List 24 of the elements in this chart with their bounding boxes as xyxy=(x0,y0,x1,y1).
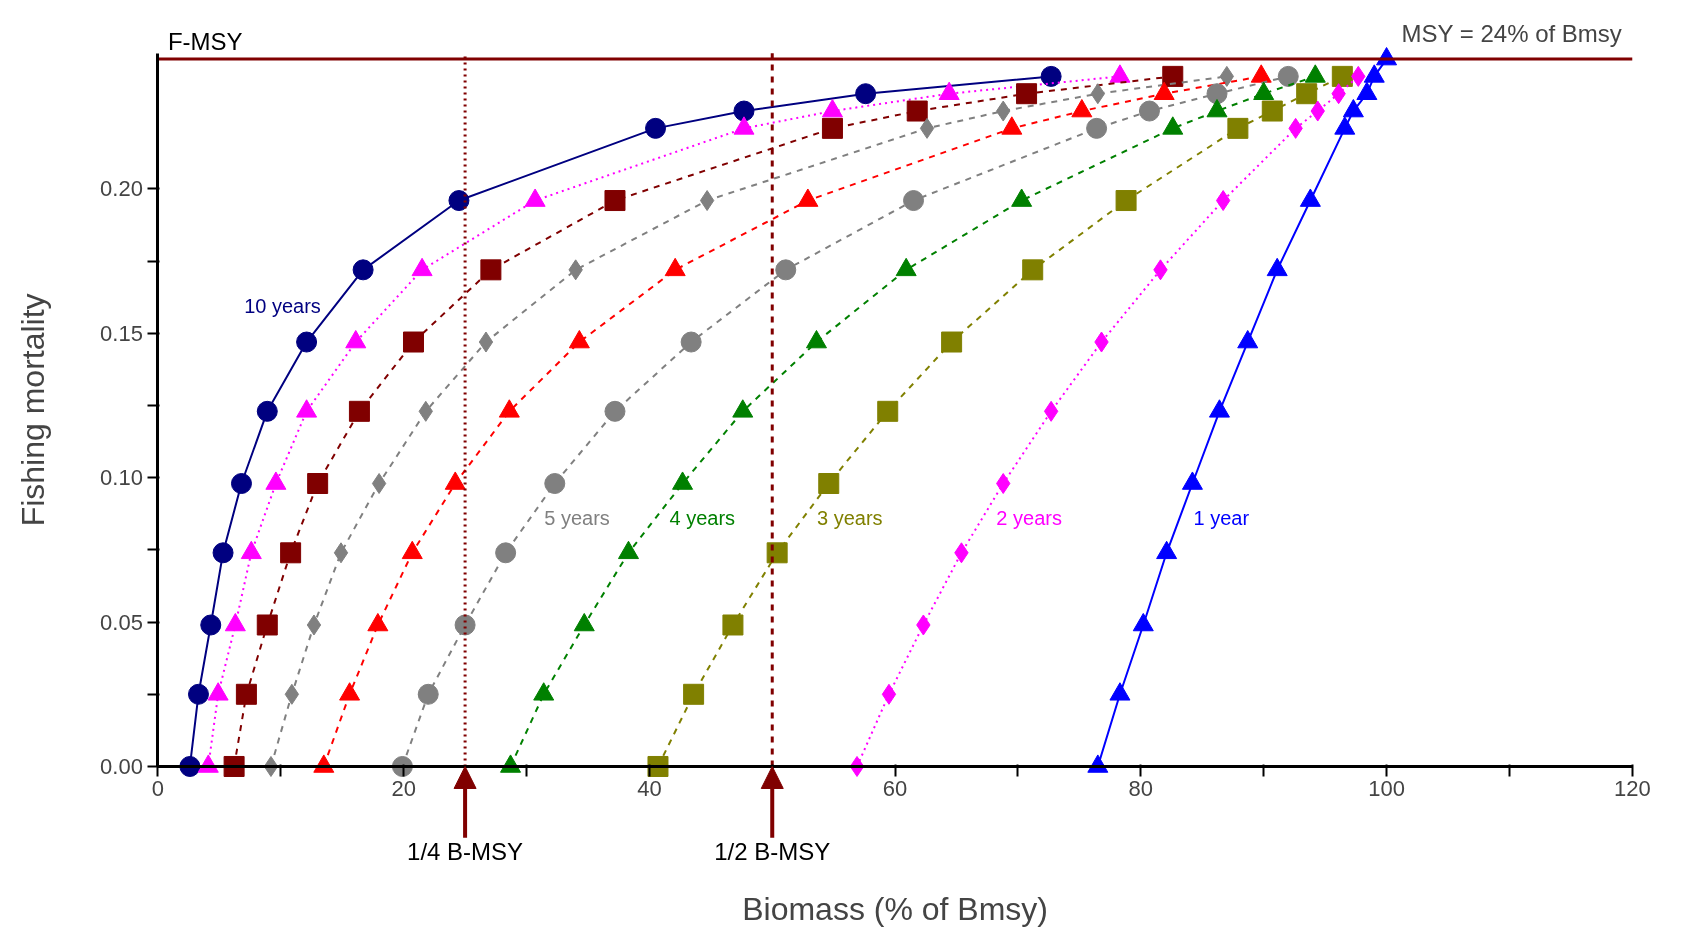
x-tick-label: 100 xyxy=(1368,776,1405,802)
y-tick-label: 0.15 xyxy=(100,320,143,346)
ref-line-label: 1/4 B-MSY xyxy=(407,837,524,865)
x-tick-label: 120 xyxy=(1613,776,1651,802)
text: MSY = 24% of Bmsy xyxy=(1401,20,1622,48)
y-tick-label: 0.20 xyxy=(100,176,143,202)
series-label: 10 years xyxy=(244,294,321,317)
y-tick-label: 0.00 xyxy=(100,753,143,779)
series-label: 3 years xyxy=(816,507,883,530)
y-tick-label: 0.10 xyxy=(100,465,143,491)
x-tick-label: 0 xyxy=(151,776,165,802)
x-axis-title: Biomass (% of Bmsy) xyxy=(742,890,1049,927)
series-label: 4 years xyxy=(669,507,736,530)
x-tick-label: 60 xyxy=(882,776,908,802)
ref-line-label: 1/2 B-MSY xyxy=(714,837,831,865)
ref-line-label: F-MSY xyxy=(167,28,243,56)
x-tick-label: 40 xyxy=(637,776,662,802)
series-label: 1 year xyxy=(1193,507,1250,530)
y-tick-label: 0.05 xyxy=(100,609,143,635)
y-axis-title: Fishing mortality xyxy=(14,293,51,527)
series-label: 5 years xyxy=(544,507,610,530)
x-tick-label: 20 xyxy=(391,776,416,802)
x-tick-label: 80 xyxy=(1128,776,1154,802)
series-label: 2 years xyxy=(996,507,1062,530)
